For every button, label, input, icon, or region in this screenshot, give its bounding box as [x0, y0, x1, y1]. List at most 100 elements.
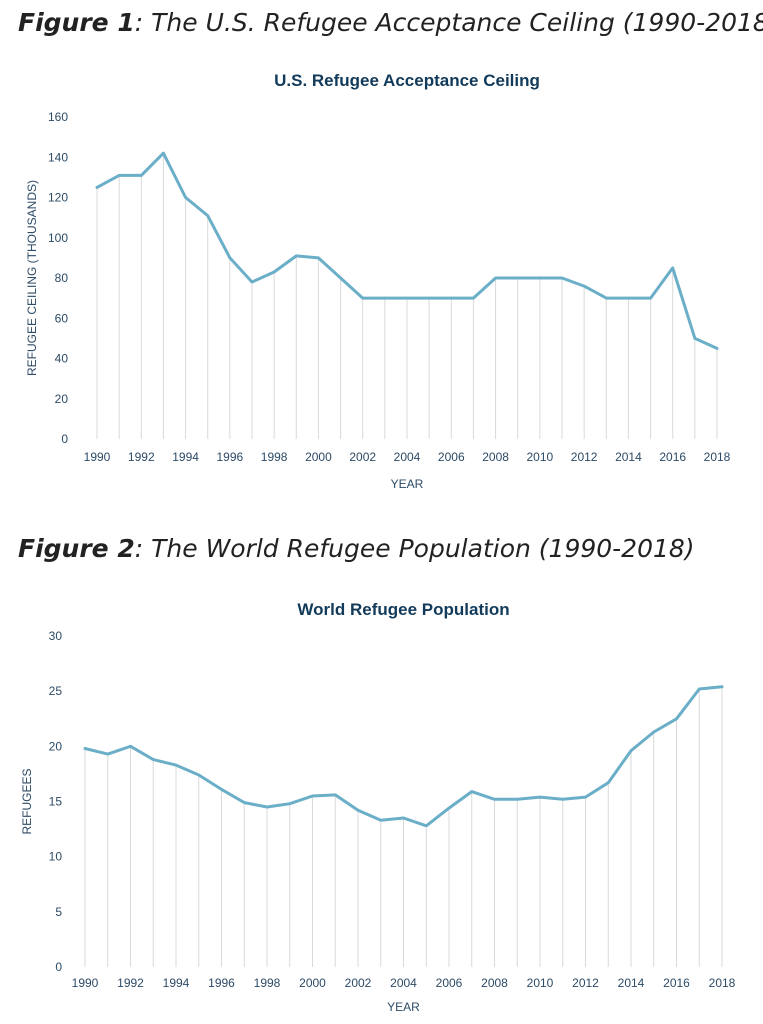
ceiling-y-tick-label: 40 — [55, 352, 69, 366]
world-y-axis-label: REFUGEES — [20, 768, 34, 834]
refugee-ceiling-chart: U.S. Refugee Acceptance Ceiling 0 20 40 60 80… — [25, 71, 731, 491]
world-x-tick-label: 2000 — [299, 976, 326, 990]
world-data-point — [265, 805, 269, 809]
world-x-tick-label: 2012 — [572, 976, 599, 990]
figure-2-number: Figure 2 — [18, 534, 135, 563]
ceiling-data-point — [671, 266, 674, 270]
ceiling-x-tick-label: 1994 — [172, 450, 199, 464]
world-data-point — [584, 795, 587, 799]
ceiling-data-point — [715, 347, 719, 350]
world-x-tick-label: 1994 — [163, 976, 190, 990]
world-data-point — [106, 752, 109, 756]
ceiling-y-tick-label: 160 — [48, 110, 68, 124]
ceiling-data-point — [117, 174, 121, 177]
world-data-point — [675, 717, 678, 720]
ceiling-x-tick-label: 1992 — [128, 450, 155, 464]
ceiling-x-tick-label: 2016 — [659, 450, 686, 464]
ceiling-x-tick-label: 1996 — [217, 450, 244, 464]
world-data-point — [493, 798, 496, 801]
ceiling-y-tick-label: 140 — [48, 150, 68, 164]
ceiling-data-point — [295, 254, 298, 258]
world-x-tick-label: 2008 — [481, 976, 508, 990]
world-y-tick-label: 25 — [49, 684, 63, 698]
ceiling-data-point — [582, 284, 586, 288]
ceiling-y-tick-label: 100 — [48, 231, 68, 245]
world-data-point — [311, 794, 314, 798]
ceiling-y-axis-label: REFUGEE CEILING (THOUSANDS) — [25, 180, 39, 376]
ceiling-data-point — [162, 152, 165, 155]
world-y-tick-label: 5 — [55, 905, 62, 919]
ceiling-data-point — [95, 186, 99, 189]
world-data-point — [698, 687, 701, 691]
ceiling-x-tick-label: 2012 — [571, 450, 598, 464]
world-data-point — [402, 816, 405, 820]
world-x-tick-label: 2014 — [618, 976, 645, 990]
ceiling-data-point — [361, 296, 364, 300]
figure-1-separator: : — [134, 8, 144, 37]
ceiling-data-point — [383, 296, 387, 300]
figure-2-caption: Figure 2: The World Refugee Population (… — [18, 534, 695, 563]
world-data-point — [83, 747, 87, 750]
ceiling-data-point — [339, 276, 342, 280]
ceiling-x-tick-label: 1990 — [84, 450, 111, 464]
world-data-point — [243, 801, 246, 804]
world-x-tick-label: 1992 — [117, 976, 144, 990]
ceiling-data-point — [405, 296, 409, 300]
world-data-point — [447, 806, 451, 810]
figure-1-number: Figure 1 — [18, 8, 135, 37]
figure-2-caption-text: The World Refugee Population (1990-2018) — [151, 534, 695, 563]
ceiling-data-point — [317, 256, 320, 260]
world-data-point — [516, 798, 519, 801]
world-data-point — [379, 819, 382, 822]
ceiling-x-tick-label: 2002 — [349, 450, 376, 464]
ceiling-data-point — [450, 296, 453, 300]
ceiling-data-point — [272, 270, 276, 274]
ceiling-data-point — [560, 276, 564, 280]
world-series-line — [83, 685, 724, 828]
world-data-point — [629, 749, 633, 752]
world-data-point — [561, 798, 564, 801]
world-y-tick-label: 20 — [49, 739, 63, 753]
ceiling-data-point — [494, 276, 497, 280]
ceiling-data-point — [538, 276, 542, 280]
ceiling-data-point — [649, 296, 652, 300]
world-x-tick-label: 2010 — [527, 976, 554, 990]
ceiling-data-point — [693, 337, 697, 340]
ceiling-data-point — [206, 214, 209, 217]
ceiling-data-point — [627, 296, 630, 300]
world-data-point — [334, 793, 337, 797]
world-x-tick-label: 2002 — [345, 976, 372, 990]
ceiling-x-tick-label: 2000 — [305, 450, 332, 464]
figure-1-caption: Figure 1: The U.S. Refugee Acceptance Ce… — [18, 8, 763, 37]
world-data-point — [152, 758, 155, 761]
world-x-tick-label: 1998 — [254, 976, 281, 990]
world-refugee-population-chart: World Refugee Population 0 5 10 15 20 25 30 1990… — [20, 600, 736, 1014]
ceiling-data-point — [427, 296, 431, 300]
ceiling-x-tick-label: 2004 — [394, 450, 421, 464]
world-data-point — [356, 809, 360, 812]
world-data-point — [470, 790, 473, 793]
ceiling-y-tick-label: 20 — [55, 392, 69, 406]
ceiling-data-point — [516, 276, 519, 280]
world-x-tick-label: 1990 — [72, 976, 99, 990]
ceiling-x-tick-label: 2018 — [704, 450, 731, 464]
ceiling-x-axis-label: YEAR — [391, 477, 424, 491]
world-data-point — [425, 824, 428, 827]
world-data-point — [538, 795, 542, 799]
world-data-point — [288, 802, 291, 805]
world-y-tick-label: 10 — [49, 850, 63, 864]
world-x-tick-label: 2004 — [390, 976, 417, 990]
ceiling-x-tick-label: 2008 — [482, 450, 509, 464]
world-data-point — [607, 781, 610, 784]
ceiling-y-tick-label: 120 — [48, 191, 68, 205]
world-x-tick-label: 1996 — [208, 976, 235, 990]
world-data-point — [174, 763, 178, 767]
ceiling-x-tick-label: 2010 — [527, 450, 554, 464]
ceiling-data-point — [140, 174, 143, 177]
world-x-tick-label: 2006 — [436, 976, 463, 990]
world-x-tick-label: 2018 — [709, 976, 736, 990]
ceiling-x-tick-label: 2006 — [438, 450, 465, 464]
ceiling-y-tick-label: 60 — [55, 311, 69, 325]
ceiling-y-tick-label: 80 — [55, 271, 69, 285]
ceiling-x-tick-label: 2014 — [615, 450, 642, 464]
